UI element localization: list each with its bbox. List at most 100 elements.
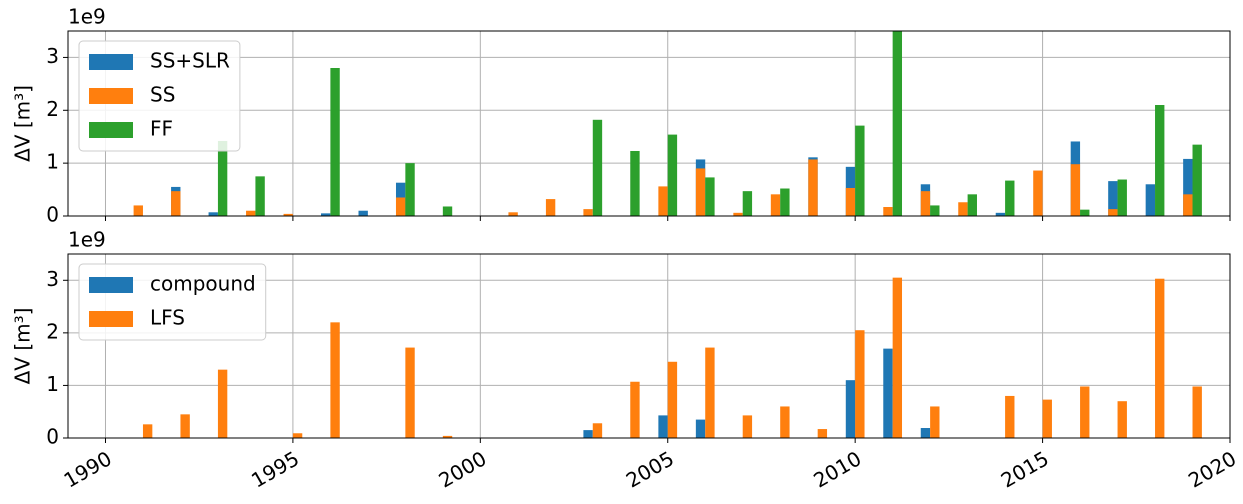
bar — [171, 191, 181, 216]
legend-swatch — [89, 54, 133, 70]
bar — [1145, 184, 1156, 216]
y-tick-label: 0 — [46, 425, 59, 449]
bar — [892, 31, 903, 216]
bar — [1070, 164, 1081, 216]
bar — [695, 168, 706, 216]
bar — [217, 369, 228, 438]
bar — [667, 134, 678, 216]
y-tick-label: 2 — [46, 97, 59, 121]
bar — [255, 176, 265, 216]
bar — [770, 194, 781, 216]
bar — [1042, 399, 1052, 438]
bar — [845, 187, 856, 216]
bar — [742, 191, 753, 216]
bar — [583, 430, 593, 438]
bar — [133, 205, 143, 216]
bar — [330, 68, 340, 216]
x-tick-label: 2010 — [809, 446, 865, 492]
legend-swatch — [89, 311, 133, 327]
legend-label: SS — [150, 83, 175, 107]
y-tick-label: 0 — [46, 203, 59, 227]
bar — [780, 406, 790, 438]
bar — [395, 197, 406, 216]
legend-label: FF — [150, 117, 173, 141]
bar — [508, 212, 518, 216]
bar — [405, 163, 415, 216]
bar — [920, 428, 931, 438]
bar — [883, 207, 893, 216]
bar — [142, 424, 153, 438]
bar — [667, 361, 678, 438]
bar — [883, 348, 893, 438]
bar — [1080, 209, 1090, 216]
bar — [1183, 194, 1193, 216]
bar — [855, 330, 865, 438]
bar — [930, 406, 940, 438]
bar — [1183, 158, 1193, 216]
x-tick-label: 2015 — [997, 446, 1053, 492]
bar — [817, 429, 828, 438]
bar — [1080, 386, 1090, 438]
bar — [920, 191, 931, 216]
bar — [208, 212, 218, 216]
bar — [330, 322, 340, 438]
y-tick-label: 1 — [46, 150, 59, 174]
bar — [442, 435, 453, 438]
bar — [592, 119, 603, 216]
y-tick-label: 3 — [46, 44, 59, 68]
bar — [1005, 395, 1015, 438]
bar — [1155, 105, 1165, 216]
bar — [695, 419, 706, 438]
y-tick-label: 1 — [46, 372, 59, 396]
axes-frame — [67, 30, 1231, 217]
series — [217, 31, 1202, 216]
bar — [1192, 144, 1202, 216]
legend-label: SS+SLR — [150, 49, 230, 73]
x-tick-label: 2005 — [622, 446, 678, 492]
y-axis-label: ΔV [m³] — [11, 308, 35, 385]
bar — [1033, 170, 1043, 216]
series — [583, 348, 931, 438]
bar — [1192, 386, 1202, 438]
offset-label: 1e9 — [68, 228, 106, 252]
bar — [780, 188, 790, 216]
bar — [358, 210, 368, 216]
x-tick-label: 1990 — [60, 446, 116, 492]
bar — [892, 277, 903, 438]
bar — [180, 414, 190, 438]
bar — [930, 205, 940, 216]
panel: 1990 1995 2000 2005 2010 2015 2020 0 1 2 3 1e9 ΔV [m… — [11, 228, 1241, 493]
bar — [742, 415, 753, 438]
legend-swatch — [89, 277, 133, 293]
bar — [321, 213, 331, 216]
legend-swatch — [89, 122, 133, 138]
bar — [583, 209, 593, 216]
legend-label: compound — [150, 272, 256, 296]
bar — [845, 380, 856, 438]
bar — [1117, 401, 1127, 438]
bar — [630, 381, 640, 438]
bar — [630, 150, 640, 216]
x-tick-label: 2000 — [434, 446, 490, 492]
bar — [545, 199, 556, 216]
bar — [967, 194, 977, 216]
y-tick-label: 2 — [46, 319, 59, 343]
x-tick-label: 2020 — [1184, 446, 1240, 492]
bar — [705, 177, 715, 216]
bar — [1155, 278, 1165, 438]
bar — [246, 210, 256, 216]
bar — [958, 202, 968, 216]
bar — [1108, 181, 1118, 216]
panel: 0 1 2 3 1e9 ΔV [m³] SS+SLR SS FF — [11, 5, 1231, 227]
bar — [1108, 209, 1118, 216]
bar — [658, 415, 668, 438]
bar — [705, 347, 715, 438]
series — [133, 159, 1193, 216]
series — [142, 277, 1202, 438]
x-tick-label: 1995 — [247, 446, 303, 492]
bar — [1005, 180, 1015, 216]
legend-label: LFS — [150, 306, 185, 330]
bar — [808, 159, 818, 216]
bar — [855, 125, 865, 216]
bar — [217, 140, 228, 216]
